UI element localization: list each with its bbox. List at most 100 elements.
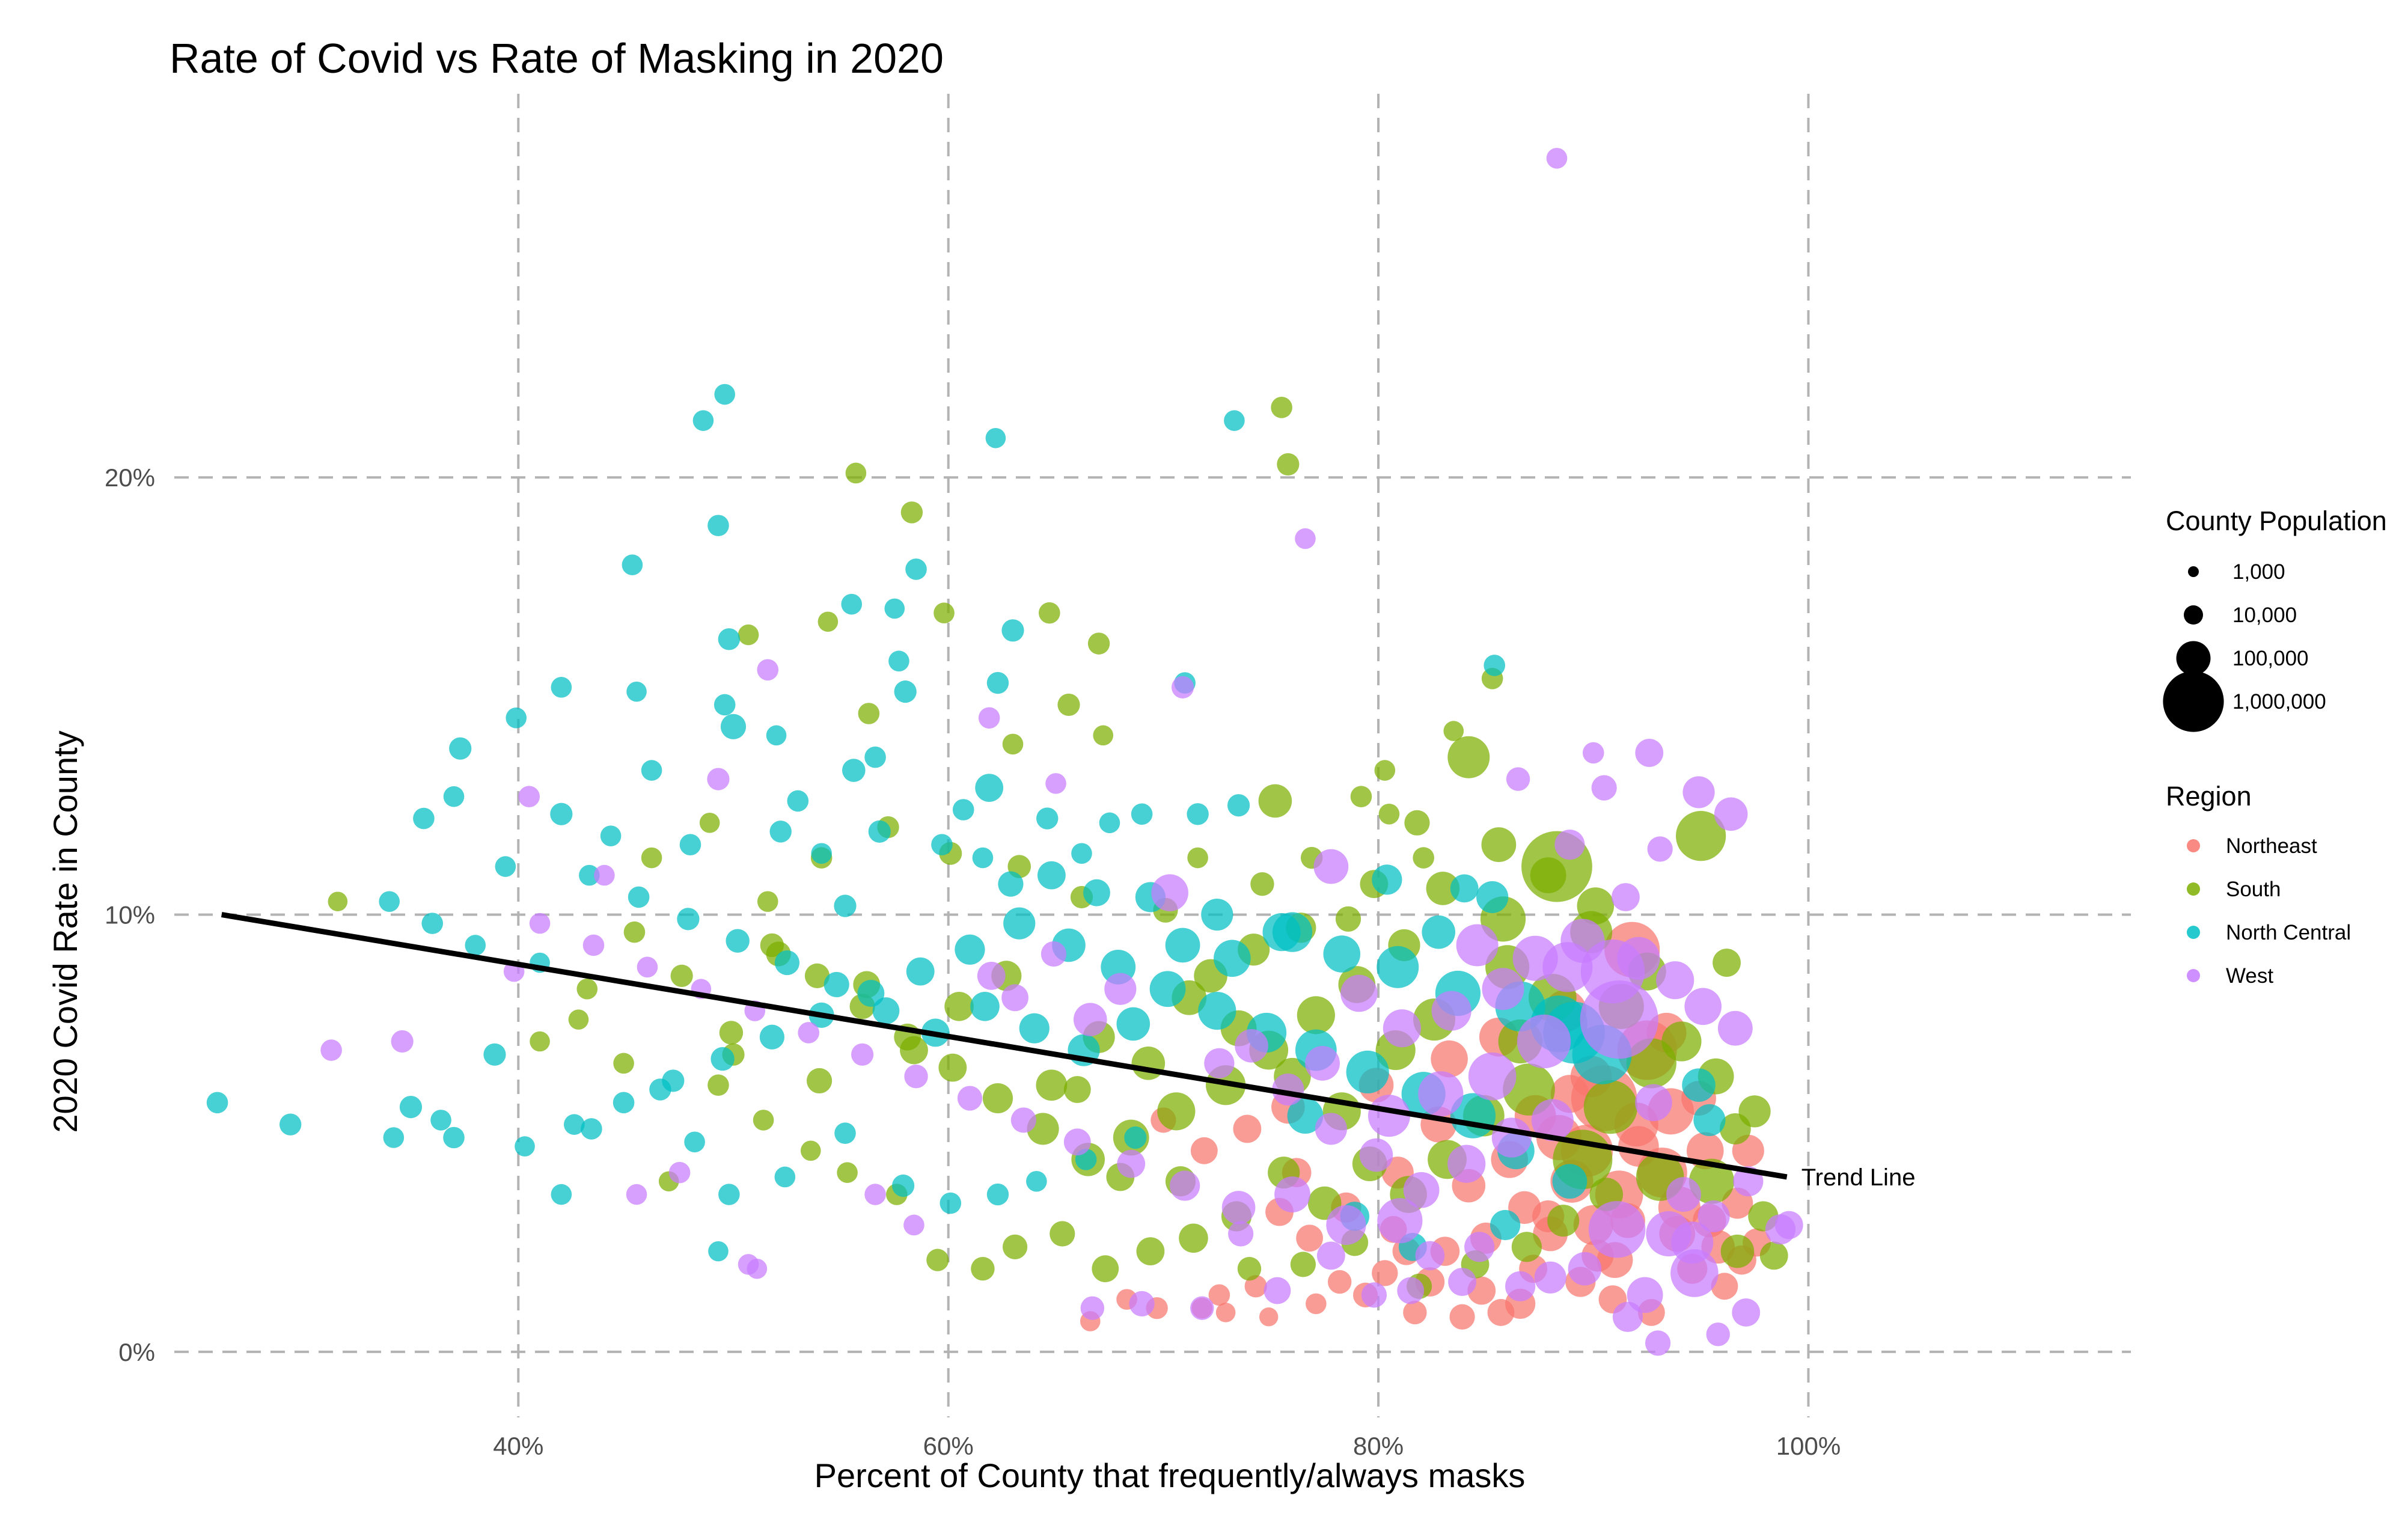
size-legend-label: 1,000,000	[2232, 690, 2326, 714]
data-point	[550, 802, 573, 825]
data-point	[699, 813, 720, 833]
data-point	[931, 834, 953, 855]
data-point	[1450, 874, 1479, 903]
data-point	[1151, 874, 1188, 911]
data-point	[628, 886, 650, 908]
data-point	[1327, 1270, 1352, 1294]
y-axis-ticks: 0% 10% 20%	[105, 463, 155, 1366]
data-point	[1415, 1241, 1445, 1271]
data-point	[1361, 1282, 1387, 1308]
data-point	[738, 624, 759, 646]
data-point	[1274, 1176, 1310, 1212]
data-point	[1204, 1048, 1235, 1078]
data-point	[1250, 872, 1274, 896]
data-point	[1717, 1010, 1753, 1046]
trend-line-group: Trend Line	[221, 912, 1915, 1191]
data-point	[975, 774, 1004, 802]
data-point	[1476, 881, 1509, 914]
data-point	[1170, 1170, 1200, 1201]
data-point	[1377, 946, 1419, 988]
data-point	[759, 1024, 784, 1050]
data-point	[279, 1113, 302, 1135]
data-point	[1670, 1249, 1719, 1297]
data-point	[1359, 1138, 1393, 1172]
data-point	[1706, 1322, 1730, 1346]
data-point	[798, 1022, 819, 1044]
data-point	[842, 759, 866, 782]
data-point	[1443, 721, 1464, 741]
data-point	[888, 650, 909, 672]
data-point	[707, 768, 730, 790]
data-point	[1272, 1073, 1304, 1106]
data-point	[1447, 736, 1490, 778]
region-legend-key	[2187, 969, 2200, 982]
region-legend-title: Region	[2166, 781, 2252, 811]
data-point	[718, 1184, 740, 1205]
data-point	[760, 933, 784, 958]
data-points	[206, 147, 1803, 1356]
data-point	[894, 680, 917, 703]
data-point	[1403, 1172, 1440, 1208]
data-point	[684, 1131, 705, 1153]
data-point	[769, 821, 792, 843]
data-point	[1505, 1271, 1536, 1301]
data-point	[800, 1140, 821, 1161]
data-point	[1431, 1040, 1468, 1078]
data-point	[938, 1053, 967, 1082]
data-point	[834, 1122, 856, 1145]
size-legend-label: 100,000	[2232, 647, 2309, 670]
data-point	[1201, 898, 1233, 931]
data-point	[1732, 1298, 1761, 1327]
y-tick-label: 0%	[118, 1338, 155, 1366]
data-point	[1179, 1223, 1208, 1253]
data-point	[1612, 883, 1640, 911]
data-point	[1676, 811, 1726, 861]
data-point	[1481, 827, 1517, 863]
data-point	[1080, 1296, 1105, 1320]
data-point	[692, 410, 714, 431]
data-point	[1214, 940, 1251, 977]
data-point	[1233, 1114, 1262, 1143]
data-point	[568, 1009, 589, 1030]
x-axis-title: Percent of County that frequently/always…	[814, 1456, 1526, 1494]
data-point	[483, 1043, 506, 1066]
data-point	[1656, 961, 1694, 1000]
data-point	[1531, 1099, 1574, 1142]
data-point	[1711, 1273, 1738, 1300]
data-point	[379, 891, 400, 912]
data-point	[970, 992, 1000, 1021]
data-point	[1315, 1113, 1347, 1145]
data-point	[1237, 1257, 1262, 1281]
data-point	[900, 501, 923, 524]
data-point	[1682, 776, 1715, 808]
data-point	[1124, 1126, 1147, 1149]
data-point	[986, 671, 1009, 694]
data-point	[1635, 739, 1664, 767]
data-point	[1635, 1084, 1672, 1122]
data-point	[515, 1136, 535, 1157]
data-point	[1002, 733, 1024, 755]
data-point	[1698, 1200, 1730, 1233]
size-legend-label: 10,000	[2232, 604, 2297, 627]
data-point	[718, 628, 741, 650]
data-point	[857, 980, 885, 1007]
data-point	[1464, 1232, 1495, 1262]
data-point	[1003, 907, 1036, 940]
data-point	[1588, 1200, 1646, 1258]
data-point	[1316, 1241, 1345, 1270]
data-point	[824, 971, 849, 998]
data-point	[1287, 1098, 1324, 1134]
data-point	[1099, 812, 1120, 834]
data-point	[720, 714, 747, 739]
data-point	[1092, 1255, 1119, 1283]
data-point	[1190, 1137, 1218, 1164]
data-point	[726, 929, 750, 953]
data-point	[1447, 1145, 1486, 1183]
data-point	[1039, 602, 1060, 624]
data-point	[1221, 1191, 1256, 1224]
size-legend-label: 1,000	[2232, 560, 2285, 584]
region-legend-key	[2187, 882, 2200, 896]
data-point	[884, 598, 905, 619]
region-legend-label: Northeast	[2226, 834, 2317, 858]
